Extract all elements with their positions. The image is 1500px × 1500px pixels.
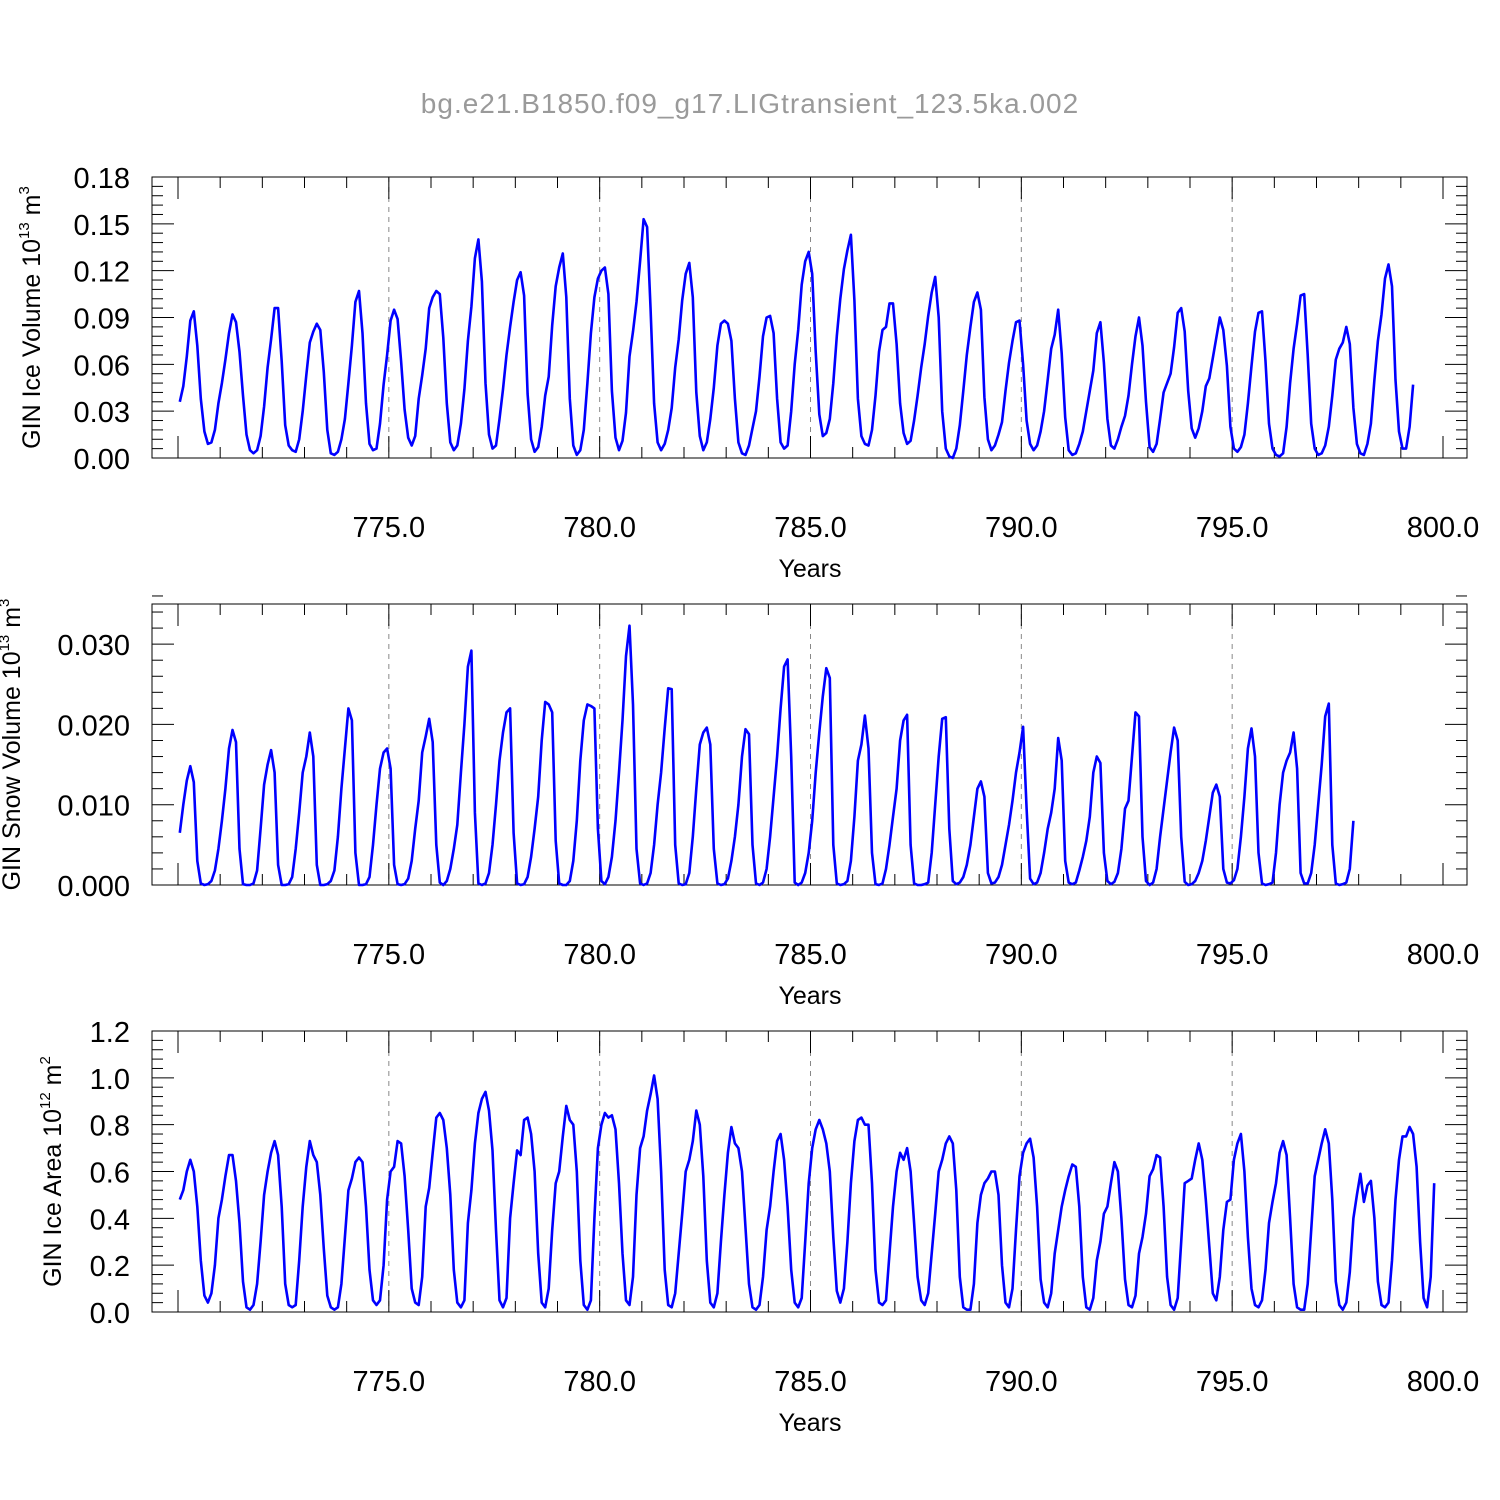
y-tick-label: 1.2: [90, 1017, 130, 1049]
x-tick-label: 800.0: [1407, 512, 1480, 544]
figure-title: bg.e21.B1850.f09_g17.LIGtransient_123.5k…: [421, 88, 1079, 119]
ice-area-panel: 775.0 780.0 785.0 790.0 795.0 800.0 Years 0.0 0.…: [37, 1017, 1479, 1437]
y-tick-label: 0.030: [57, 630, 130, 662]
y-tick-label: 0.000: [57, 871, 130, 903]
x-tick-label: 775.0: [353, 1366, 426, 1398]
y-tick-label: 0.4: [90, 1204, 130, 1236]
x-tick-label: 790.0: [985, 512, 1058, 544]
x-tick-label: 785.0: [774, 512, 847, 544]
plot-frame: [151, 603, 1468, 886]
x-tick-label: 780.0: [563, 939, 636, 971]
x-axis-title: Years: [778, 1409, 841, 1437]
y-tick-label: 0.6: [90, 1158, 130, 1190]
y-tick-label: 0.020: [57, 710, 130, 742]
y-tick-label: 0.2: [90, 1251, 130, 1283]
y-tick-label: 0.12: [74, 257, 130, 289]
x-tick-label: 795.0: [1196, 512, 1269, 544]
y-axis-title: GIN Snow Volume 1013 m3: [0, 599, 26, 891]
x-axis-title: Years: [778, 555, 841, 583]
series-line: [178, 1074, 1436, 1311]
series-line: [178, 624, 1355, 887]
x-tick-label: 790.0: [985, 939, 1058, 971]
y-axis-title: GIN Ice Area 1012 m2: [37, 1056, 67, 1287]
x-tick-label: 790.0: [985, 1366, 1058, 1398]
y-tick-label: 0.09: [74, 304, 130, 336]
ice-volume-panel: 775.0 780.0 785.0 790.0 795.0 800.0 Years 0.00 0…: [16, 163, 1479, 583]
x-axis-title: Years: [778, 982, 841, 1010]
y-tick-label: 0.03: [74, 397, 130, 429]
snow-volume-panel: 775.0 780.0 785.0 790.0 795.0 800.0 Years 0.000…: [0, 595, 1480, 1010]
y-tick-label: 0.0: [90, 1298, 130, 1330]
x-tick-label: 775.0: [353, 939, 426, 971]
y-tick-label: 1.0: [90, 1064, 130, 1096]
y-tick-label: 0.15: [74, 210, 130, 242]
y-tick-label: 0.06: [74, 350, 130, 382]
series-line: [178, 217, 1415, 460]
x-tick-label: 800.0: [1407, 1366, 1480, 1398]
x-tick-label: 795.0: [1196, 939, 1269, 971]
y-tick-label: 0.00: [74, 444, 130, 476]
x-tick-label: 785.0: [774, 939, 847, 971]
y-tick-label: 0.010: [57, 791, 130, 823]
x-tick-label: 775.0: [353, 512, 426, 544]
x-tick-label: 780.0: [563, 512, 636, 544]
y-tick-label: 0.18: [74, 163, 130, 195]
x-tick-label: 800.0: [1407, 939, 1480, 971]
x-tick-label: 785.0: [774, 1366, 847, 1398]
y-tick-label: 0.8: [90, 1111, 130, 1143]
x-tick-label: 795.0: [1196, 1366, 1269, 1398]
y-axis-title: GIN Ice Volume 1013 m3: [16, 186, 46, 449]
x-tick-label: 780.0: [563, 1366, 636, 1398]
